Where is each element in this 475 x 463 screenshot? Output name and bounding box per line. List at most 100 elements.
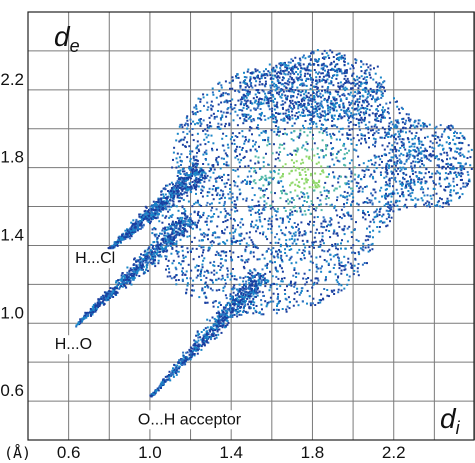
data-point	[180, 170, 182, 172]
data-point	[289, 307, 291, 309]
data-point	[304, 57, 306, 59]
data-point	[309, 100, 311, 102]
data-point	[259, 216, 261, 218]
data-point	[203, 246, 205, 248]
data-point	[321, 194, 323, 196]
data-point	[462, 193, 464, 195]
data-point	[234, 104, 236, 106]
data-point	[394, 177, 396, 179]
data-point	[176, 185, 178, 187]
data-point	[388, 125, 390, 127]
data-point	[193, 184, 195, 186]
data-point	[186, 141, 188, 143]
data-point	[292, 108, 294, 110]
data-point	[202, 260, 204, 262]
data-point	[448, 183, 450, 185]
data-point	[310, 79, 312, 81]
data-point	[167, 276, 169, 278]
data-point	[363, 78, 365, 80]
data-point	[235, 135, 237, 137]
data-point	[295, 226, 297, 228]
data-point	[273, 67, 275, 69]
data-point	[365, 87, 367, 89]
data-point	[439, 139, 441, 141]
data-point	[421, 186, 423, 188]
data-point	[326, 195, 328, 197]
data-point	[196, 122, 198, 124]
data-point	[192, 165, 194, 167]
data-point	[250, 239, 252, 241]
data-point	[298, 304, 300, 306]
data-point	[239, 146, 241, 148]
data-point	[437, 136, 439, 138]
data-point	[317, 115, 319, 117]
data-point	[319, 76, 321, 78]
data-point	[468, 144, 470, 146]
data-point	[310, 231, 312, 233]
data-point	[353, 149, 355, 151]
data-point	[258, 101, 260, 103]
data-point	[266, 203, 268, 205]
data-point	[224, 208, 226, 210]
data-point	[323, 76, 325, 78]
data-point	[396, 157, 398, 159]
data-point	[200, 192, 202, 194]
data-point	[210, 210, 212, 212]
data-point	[217, 110, 219, 112]
data-point	[329, 254, 331, 256]
data-point	[141, 219, 143, 221]
data-point	[232, 169, 234, 171]
data-point	[282, 220, 284, 222]
data-point	[350, 102, 352, 104]
data-point	[271, 113, 273, 115]
data-point	[272, 206, 274, 208]
data-point	[190, 213, 192, 215]
data-point	[307, 277, 309, 279]
data-point	[250, 160, 252, 162]
data-point	[211, 220, 213, 222]
data-point	[386, 169, 388, 171]
data-point	[376, 126, 378, 128]
data-point	[350, 92, 352, 94]
data-point	[268, 91, 270, 93]
data-point	[278, 173, 280, 175]
data-point	[366, 100, 368, 102]
data-point	[327, 55, 329, 57]
data-point	[408, 117, 410, 119]
data-point	[371, 105, 373, 107]
data-point	[155, 228, 157, 230]
data-point	[380, 220, 382, 222]
data-point	[348, 226, 350, 228]
data-point	[286, 67, 288, 69]
data-point	[318, 156, 320, 158]
data-point	[276, 152, 278, 154]
data-point	[242, 224, 244, 226]
data-point	[344, 61, 346, 63]
data-point	[335, 78, 337, 80]
data-point	[285, 113, 287, 115]
data-point	[285, 163, 287, 165]
data-point	[249, 231, 251, 233]
data-point	[314, 142, 316, 144]
data-point	[232, 225, 234, 227]
data-point	[225, 283, 227, 285]
data-point	[247, 69, 249, 71]
data-point	[280, 255, 282, 257]
data-point	[315, 232, 317, 234]
data-point	[333, 61, 335, 63]
data-point	[230, 106, 232, 108]
data-point	[391, 177, 393, 179]
data-point	[266, 144, 268, 146]
data-point	[207, 270, 209, 272]
data-point	[209, 188, 211, 190]
data-point	[329, 236, 331, 238]
data-point	[310, 304, 312, 306]
data-point	[265, 95, 267, 97]
data-point	[281, 94, 283, 96]
data-point	[192, 285, 194, 287]
data-point	[284, 82, 286, 84]
data-point	[298, 273, 300, 275]
data-point	[138, 214, 140, 216]
data-point	[316, 103, 318, 105]
data-point	[182, 280, 184, 282]
